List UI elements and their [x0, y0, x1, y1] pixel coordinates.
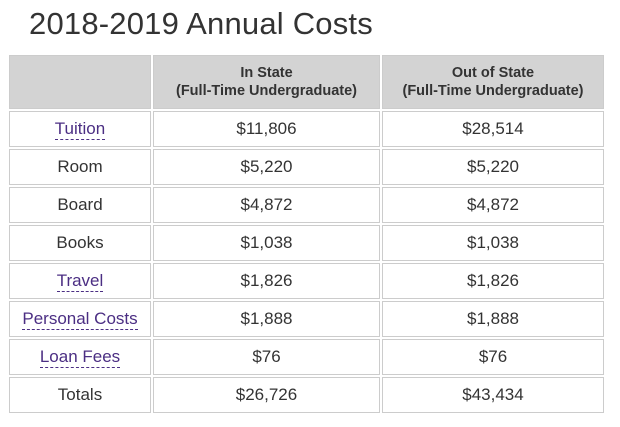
row-label-totals: Totals	[9, 377, 151, 413]
row-label-cell: Travel	[9, 263, 151, 299]
in-state-cell: $1,888	[153, 301, 380, 337]
out-of-state-cell: $1,888	[382, 301, 604, 337]
header-in-state-line2: (Full-Time Undergraduate)	[176, 83, 357, 99]
in-state-cell: $4,872	[153, 187, 380, 223]
table-row-totals: Totals $26,726 $43,434	[9, 377, 604, 413]
out-of-state-cell: $1,826	[382, 263, 604, 299]
in-state-cell: $1,038	[153, 225, 380, 261]
tuition-link[interactable]: Tuition	[54, 119, 106, 140]
in-state-cell: $5,220	[153, 149, 380, 185]
in-state-cell: $11,806	[153, 111, 380, 147]
page-title: 2018-2019 Annual Costs	[29, 6, 373, 41]
table-row-books: Books $1,038 $1,038	[9, 225, 604, 261]
table-row-tuition: Tuition $11,806 $28,514	[9, 111, 604, 147]
in-state-cell: $1,826	[153, 263, 380, 299]
out-of-state-cell: $76	[382, 339, 604, 375]
row-label-cell: Personal Costs	[9, 301, 151, 337]
table-header-row: In State (Full-Time Undergraduate) Out o…	[9, 55, 604, 109]
in-state-cell: $76	[153, 339, 380, 375]
row-label-board: Board	[9, 187, 151, 223]
header-out-state-line2: (Full-Time Undergraduate)	[402, 83, 584, 99]
personal-costs-link[interactable]: Personal Costs	[22, 309, 138, 330]
table-row-room: Room $5,220 $5,220	[9, 149, 604, 185]
table-row-travel: Travel $1,826 $1,826	[9, 263, 604, 299]
table-row-personal-costs: Personal Costs $1,888 $1,888	[9, 301, 604, 337]
row-label-room: Room	[9, 149, 151, 185]
header-in-state-line1: In State	[240, 65, 293, 81]
out-of-state-total-cell: $43,434	[382, 377, 604, 413]
header-blank-cell	[9, 55, 151, 109]
row-label-cell: Loan Fees	[9, 339, 151, 375]
loan-fees-link[interactable]: Loan Fees	[39, 347, 121, 368]
annual-costs-table: In State (Full-Time Undergraduate) Out o…	[7, 53, 606, 415]
row-label-books: Books	[9, 225, 151, 261]
travel-link[interactable]: Travel	[56, 271, 104, 292]
in-state-total-cell: $26,726	[153, 377, 380, 413]
header-out-state-line1: Out of State	[451, 65, 535, 81]
header-in-state: In State (Full-Time Undergraduate)	[153, 55, 380, 109]
row-label-cell: Tuition	[9, 111, 151, 147]
table-row-board: Board $4,872 $4,872	[9, 187, 604, 223]
out-of-state-cell: $4,872	[382, 187, 604, 223]
table-row-loan-fees: Loan Fees $76 $76	[9, 339, 604, 375]
out-of-state-cell: $28,514	[382, 111, 604, 147]
out-of-state-cell: $1,038	[382, 225, 604, 261]
header-out-of-state: Out of State (Full-Time Undergraduate)	[382, 55, 604, 109]
out-of-state-cell: $5,220	[382, 149, 604, 185]
